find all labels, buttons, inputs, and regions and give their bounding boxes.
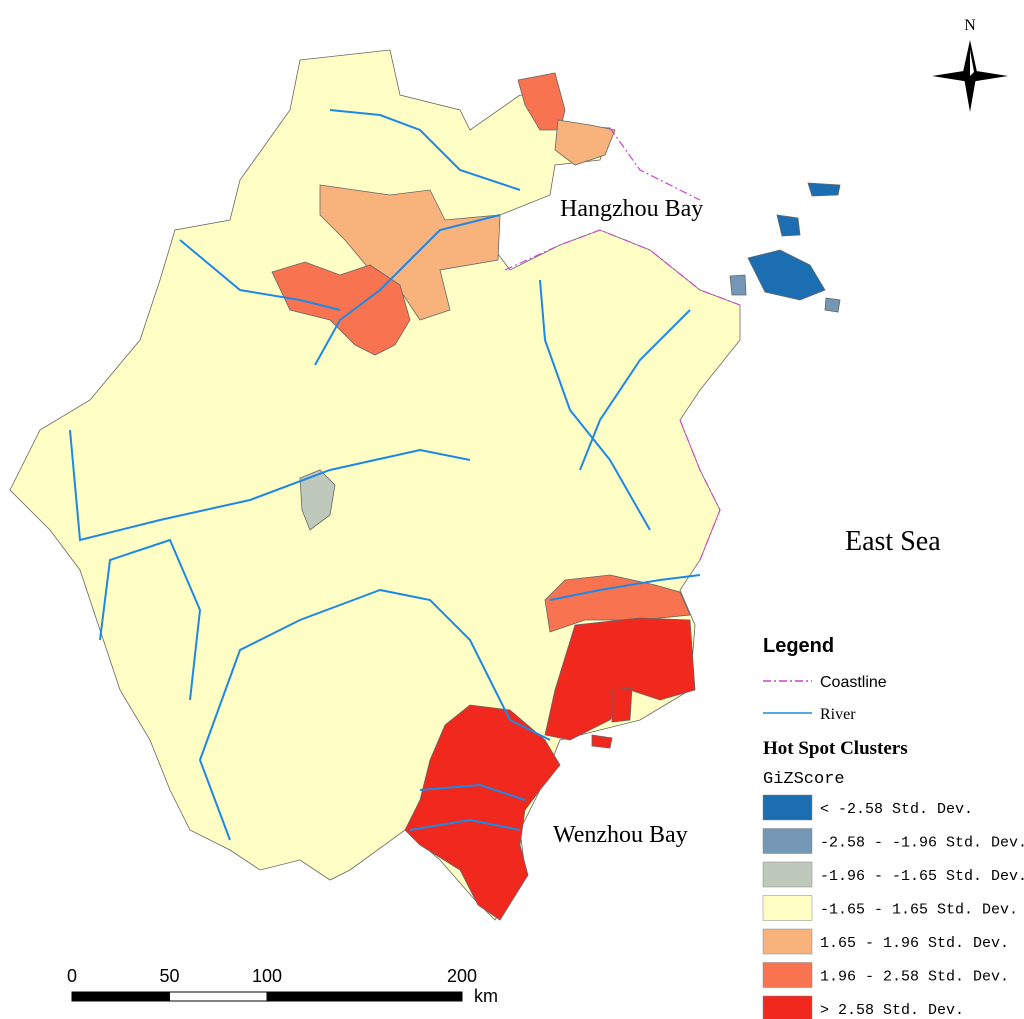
river	[549, 574, 701, 601]
legend-title: Legend	[763, 635, 834, 657]
legend: Coastline River < -2.58 Std. Dev. -2.58 - -…	[762, 674, 1024, 1019]
north-arrow: N	[932, 17, 1008, 112]
north-label: N	[964, 17, 976, 34]
legend-swatch	[762, 861, 813, 888]
island-shengsi	[807, 182, 841, 197]
place-label: Hangzhou Bay	[560, 196, 703, 222]
river	[198, 588, 551, 841]
legend-class-label: -1.96 - -1.65 Std. Dev.	[820, 868, 1024, 885]
legend-swatch	[762, 895, 813, 921]
region-grey	[299, 469, 336, 531]
scale-label: 50	[159, 966, 179, 986]
coastline	[504, 127, 741, 561]
rivers	[69, 109, 701, 841]
legend-class-label: -1.65 - 1.65 Std. Dev.	[820, 902, 1018, 919]
scale-segment	[266, 991, 463, 1002]
legend-class-label: -2.58 - -1.96 Std. Dev.	[820, 835, 1024, 852]
river	[69, 429, 471, 542]
region-pinghu	[554, 119, 616, 166]
river	[409, 818, 521, 831]
legend-field: GiZScore	[763, 770, 845, 789]
region-fuyang	[271, 261, 411, 356]
river	[419, 783, 526, 801]
river	[99, 538, 202, 701]
legend-class-label: 1.65 - 1.96 Std. Dev.	[820, 935, 1009, 952]
scale-segment	[169, 991, 268, 1002]
legend-swatch	[762, 928, 813, 955]
legend-line-label: Coastline	[820, 674, 887, 691]
regions	[9, 49, 841, 921]
legend-class-label: < -2.58 Std. Dev.	[820, 801, 973, 818]
scale-label: 0	[67, 966, 77, 986]
river	[579, 309, 691, 471]
island-daishan	[776, 214, 801, 237]
island-red	[611, 687, 633, 723]
legend-swatch	[762, 962, 813, 988]
river	[179, 239, 341, 311]
legend-subtitle: Hot Spot Clusters	[763, 738, 908, 759]
river	[314, 214, 501, 366]
place-label: East Sea	[845, 526, 941, 557]
island-steel	[729, 274, 747, 296]
legend-swatch	[762, 995, 813, 1019]
island-zhoushan	[747, 249, 826, 301]
scale-label: 200	[447, 966, 477, 986]
north-arrow-highlight	[970, 50, 974, 76]
place-label: Wenzhou Bay	[553, 822, 688, 848]
scale-unit: km	[474, 986, 498, 1006]
region-wenzhou	[404, 704, 561, 921]
legend-swatch	[762, 828, 813, 854]
scale-segment	[71, 991, 170, 1002]
region-hangzhou	[319, 184, 501, 321]
island-red-2	[591, 734, 613, 749]
legend-class-label: 1.96 - 2.58 Std. Dev.	[820, 969, 1009, 986]
river	[539, 279, 651, 531]
scale-label: 100	[252, 966, 282, 986]
legend-line-label: River	[820, 706, 856, 723]
region-taizhou	[544, 574, 691, 633]
island-steel-2	[824, 297, 841, 313]
river	[329, 109, 521, 191]
province-area	[9, 49, 741, 921]
legend-class-label: > 2.58 Std. Dev.	[820, 1002, 964, 1019]
legend-swatch	[762, 794, 813, 821]
